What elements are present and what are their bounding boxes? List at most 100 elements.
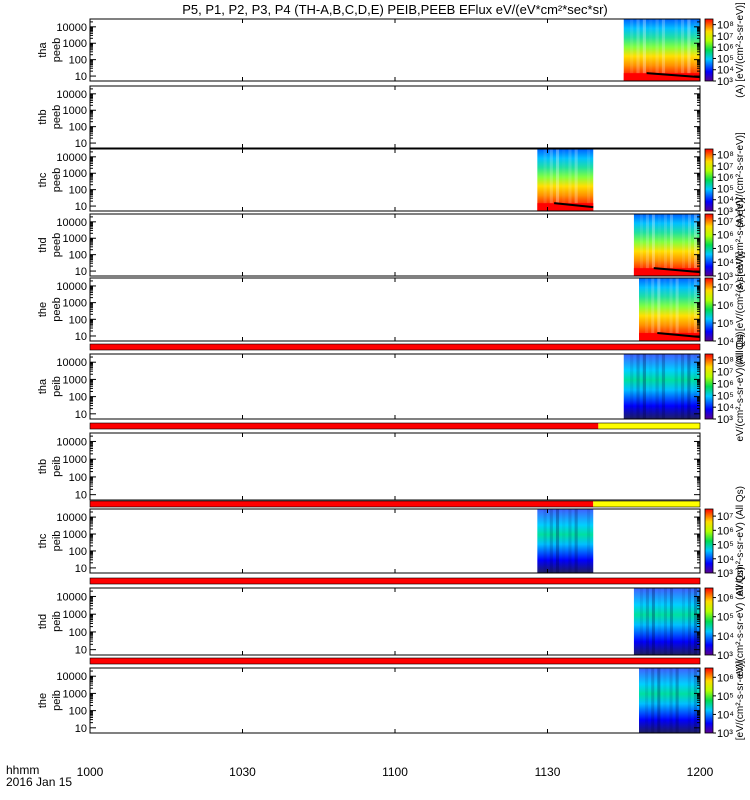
spectrogram-texture: [657, 668, 661, 733]
colorbar-units: eV/(cm²-s-sr-eV) (All Qs): [735, 486, 746, 596]
spectrogram-texture: [687, 668, 691, 733]
panel-frame: [89, 353, 701, 420]
y-tick-label: 10: [75, 71, 87, 83]
colorbar-thd-peeb: [704, 213, 714, 277]
panel-frame: [89, 667, 701, 734]
y-tick-label: 1000: [63, 233, 87, 245]
y-tick-label: 100: [69, 314, 87, 326]
panel-tha-peeb: 10 100 1000 10000 tha peeb 10³10⁴10⁵10⁶10⁷10⁸(…: [37, 2, 746, 98]
colorbar-tick-label: 10³: [717, 568, 733, 580]
panel-label-product: peeb: [51, 38, 63, 62]
spectrogram-texture: [568, 149, 572, 211]
colorbar-units: (A) [eV/(cm²-s-sr-eV)]: [735, 132, 746, 228]
y-tick-label: 100: [69, 627, 87, 639]
y-tick-label: 10: [75, 645, 87, 657]
spectrogram-texture: [675, 278, 679, 341]
colorbar-tick-label: 10⁸: [717, 355, 734, 367]
colorbar-the-peeb: [704, 277, 714, 342]
bar-thd: [89, 577, 701, 585]
spectrogram-texture: [642, 19, 646, 81]
y-tick-label: 10: [75, 331, 87, 343]
colorbar-tick-label: 10⁶: [717, 672, 734, 684]
panel-frame: [89, 148, 701, 212]
colorbar-units: (A) [eV/(cm²-s-sr-eV)]: [735, 2, 746, 98]
spectrogram-thd-peib: [633, 588, 700, 655]
mode-bar-segment: [90, 501, 594, 507]
spectrogram-texture: [645, 668, 649, 733]
colorbar-tick-label: 10⁴: [717, 631, 734, 643]
y-tick-label: 10000: [56, 152, 87, 164]
x-axis-date: 2016 Jan 15: [6, 775, 72, 789]
colorbar-tick-label: 10⁵: [717, 183, 734, 195]
spectrogram-texture: [645, 588, 649, 655]
bar-tha: [89, 343, 701, 351]
spectrogram-texture: [587, 149, 591, 211]
y-tick-label: 1000: [63, 609, 87, 621]
colorbar-tha-peib: [704, 353, 714, 420]
spacecraft-potential-line: [657, 332, 701, 339]
panel-label-product: peeb: [51, 233, 63, 257]
x-tick-label: 1130: [535, 765, 561, 779]
spectrogram-texture: [630, 19, 634, 81]
colorbar-units: eV/(cm²-s-sr-eV) (All Qs): [735, 332, 746, 442]
y-tick-label: 10: [75, 201, 87, 213]
panel-label-probe: thb: [37, 459, 49, 474]
x-tick-label: 1000: [77, 765, 104, 779]
spectrogram-texture: [675, 668, 679, 733]
mode-bar-segment: [593, 501, 700, 507]
y-tick-label: 100: [69, 472, 87, 484]
panel-label-probe: thd: [37, 237, 49, 252]
spectrogram-texture: [549, 149, 553, 211]
spectrogram-texture: [649, 354, 653, 419]
spectrogram-tha-peeb: [623, 19, 700, 81]
colorbar-tick-label: 10⁶: [717, 300, 734, 312]
y-tick-label: 100: [69, 392, 87, 404]
y-tick-label: 10: [75, 266, 87, 278]
spectrogram-texture: [574, 149, 578, 211]
colorbar-tick-label: 10⁷: [717, 161, 733, 173]
y-tick-label: 1000: [63, 298, 87, 310]
y-tick-label: 1000: [63, 688, 87, 700]
spectrogram-texture: [681, 214, 685, 276]
spacecraft-potential-line: [554, 202, 594, 209]
spectrogram-texture: [555, 509, 560, 573]
panel-label-probe: the: [37, 302, 49, 317]
y-tick-label: 100: [69, 185, 87, 197]
colorbar-tick-label: 10⁶: [717, 42, 734, 54]
colorbar-tick-label: 10⁴: [717, 65, 734, 77]
panel-label-product: peeb: [51, 297, 63, 321]
spectrogram-texture: [680, 354, 685, 419]
colorbar-tick-label: 10³: [717, 76, 733, 88]
colorbar-tick-label: 10³: [717, 414, 733, 426]
colorbar-tick-label: 10³: [717, 650, 733, 662]
colorbar-tick-label: 10³: [717, 206, 733, 218]
spectrogram-texture: [639, 588, 643, 655]
colorbar-tick-label: 10³: [717, 271, 733, 283]
y-tick-label: 100: [69, 250, 87, 262]
colorbar-tick-label: 10⁵: [717, 53, 734, 65]
mode-bar-segment: [598, 423, 700, 429]
colorbar-tick-label: 10⁵: [717, 612, 734, 624]
colorbar-thc-peib: [704, 508, 714, 574]
colorbar-tick-label: 10⁶: [717, 379, 734, 391]
spectrogram-texture: [674, 354, 678, 419]
mode-bar-frame: [89, 343, 701, 351]
colorbar-tick-label: 10⁴: [717, 709, 734, 721]
low-energy-band: [633, 268, 700, 276]
spectrogram-texture: [651, 588, 655, 655]
y-tick-label: 10000: [56, 281, 87, 293]
spectrogram-texture: [663, 668, 667, 733]
spectrogram-texture: [657, 588, 661, 655]
spectrogram-texture: [669, 588, 673, 655]
spectrogram-texture: [645, 214, 649, 276]
colorbar-units: [eV/(cm²-s-sr-eV)]: [735, 661, 746, 741]
panel-frame: [89, 587, 701, 656]
colorbar-tick-label: 10⁷: [717, 31, 733, 43]
spectrogram-thc-peib: [537, 509, 594, 573]
spectrogram-texture: [674, 19, 678, 81]
y-tick-label: 10000: [56, 357, 87, 369]
mode-bar-frame: [89, 657, 701, 665]
y-tick-label: 100: [69, 122, 87, 134]
